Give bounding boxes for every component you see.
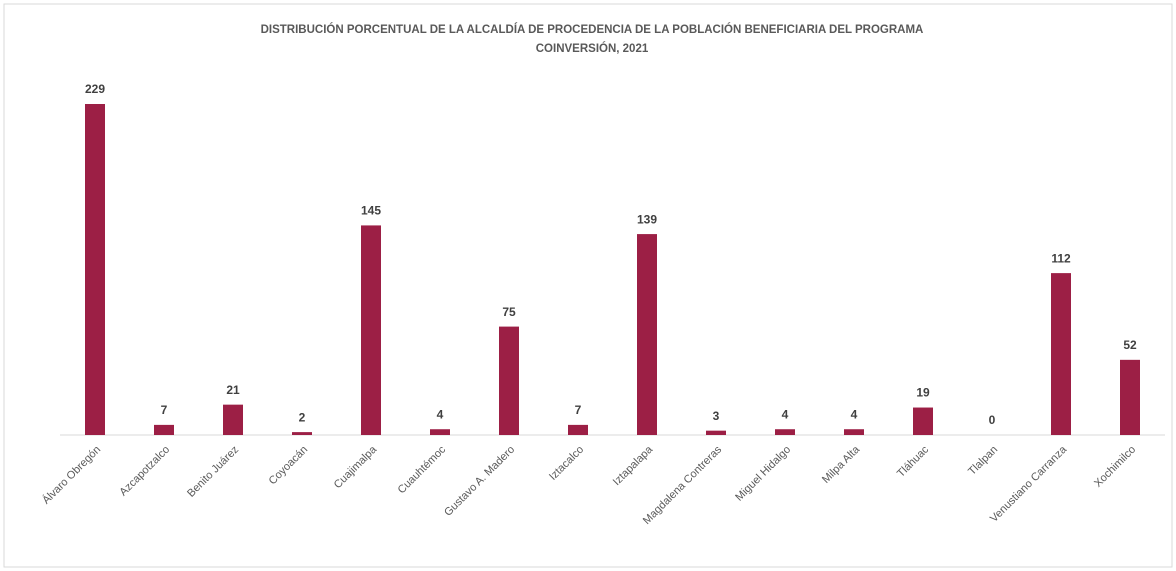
bar [913, 407, 933, 435]
bar [844, 429, 864, 435]
data-label: 145 [361, 204, 381, 218]
bar [223, 404, 243, 435]
data-label: 229 [85, 82, 105, 96]
data-label: 2 [299, 410, 306, 424]
data-label: 112 [1051, 251, 1071, 265]
data-label: 75 [502, 305, 516, 319]
data-label: 7 [161, 403, 168, 417]
data-label: 52 [1123, 338, 1137, 352]
bar [568, 424, 588, 435]
bar [430, 429, 450, 435]
data-label: 139 [637, 212, 657, 226]
data-label: 4 [851, 407, 858, 421]
data-label: 0 [989, 413, 996, 427]
bar [775, 429, 795, 435]
bar [1051, 273, 1071, 435]
chart-title: DISTRIBUCIÓN PORCENTUAL DE LA ALCALDÍA D… [261, 23, 924, 36]
bar [292, 432, 312, 435]
bar [637, 234, 657, 435]
data-label: 3 [713, 409, 720, 423]
bar [85, 104, 105, 435]
bar [361, 225, 381, 435]
bar [154, 424, 174, 435]
chart-border [3, 3, 1173, 568]
data-label: 21 [226, 383, 240, 397]
data-label: 7 [575, 403, 582, 417]
data-label: 19 [916, 386, 930, 400]
bar [706, 430, 726, 435]
chart-title: COINVERSIÓN, 2021 [536, 42, 649, 55]
data-label: 4 [782, 407, 789, 421]
bar [1120, 359, 1140, 435]
data-label: 4 [437, 407, 444, 421]
bar [499, 326, 519, 435]
